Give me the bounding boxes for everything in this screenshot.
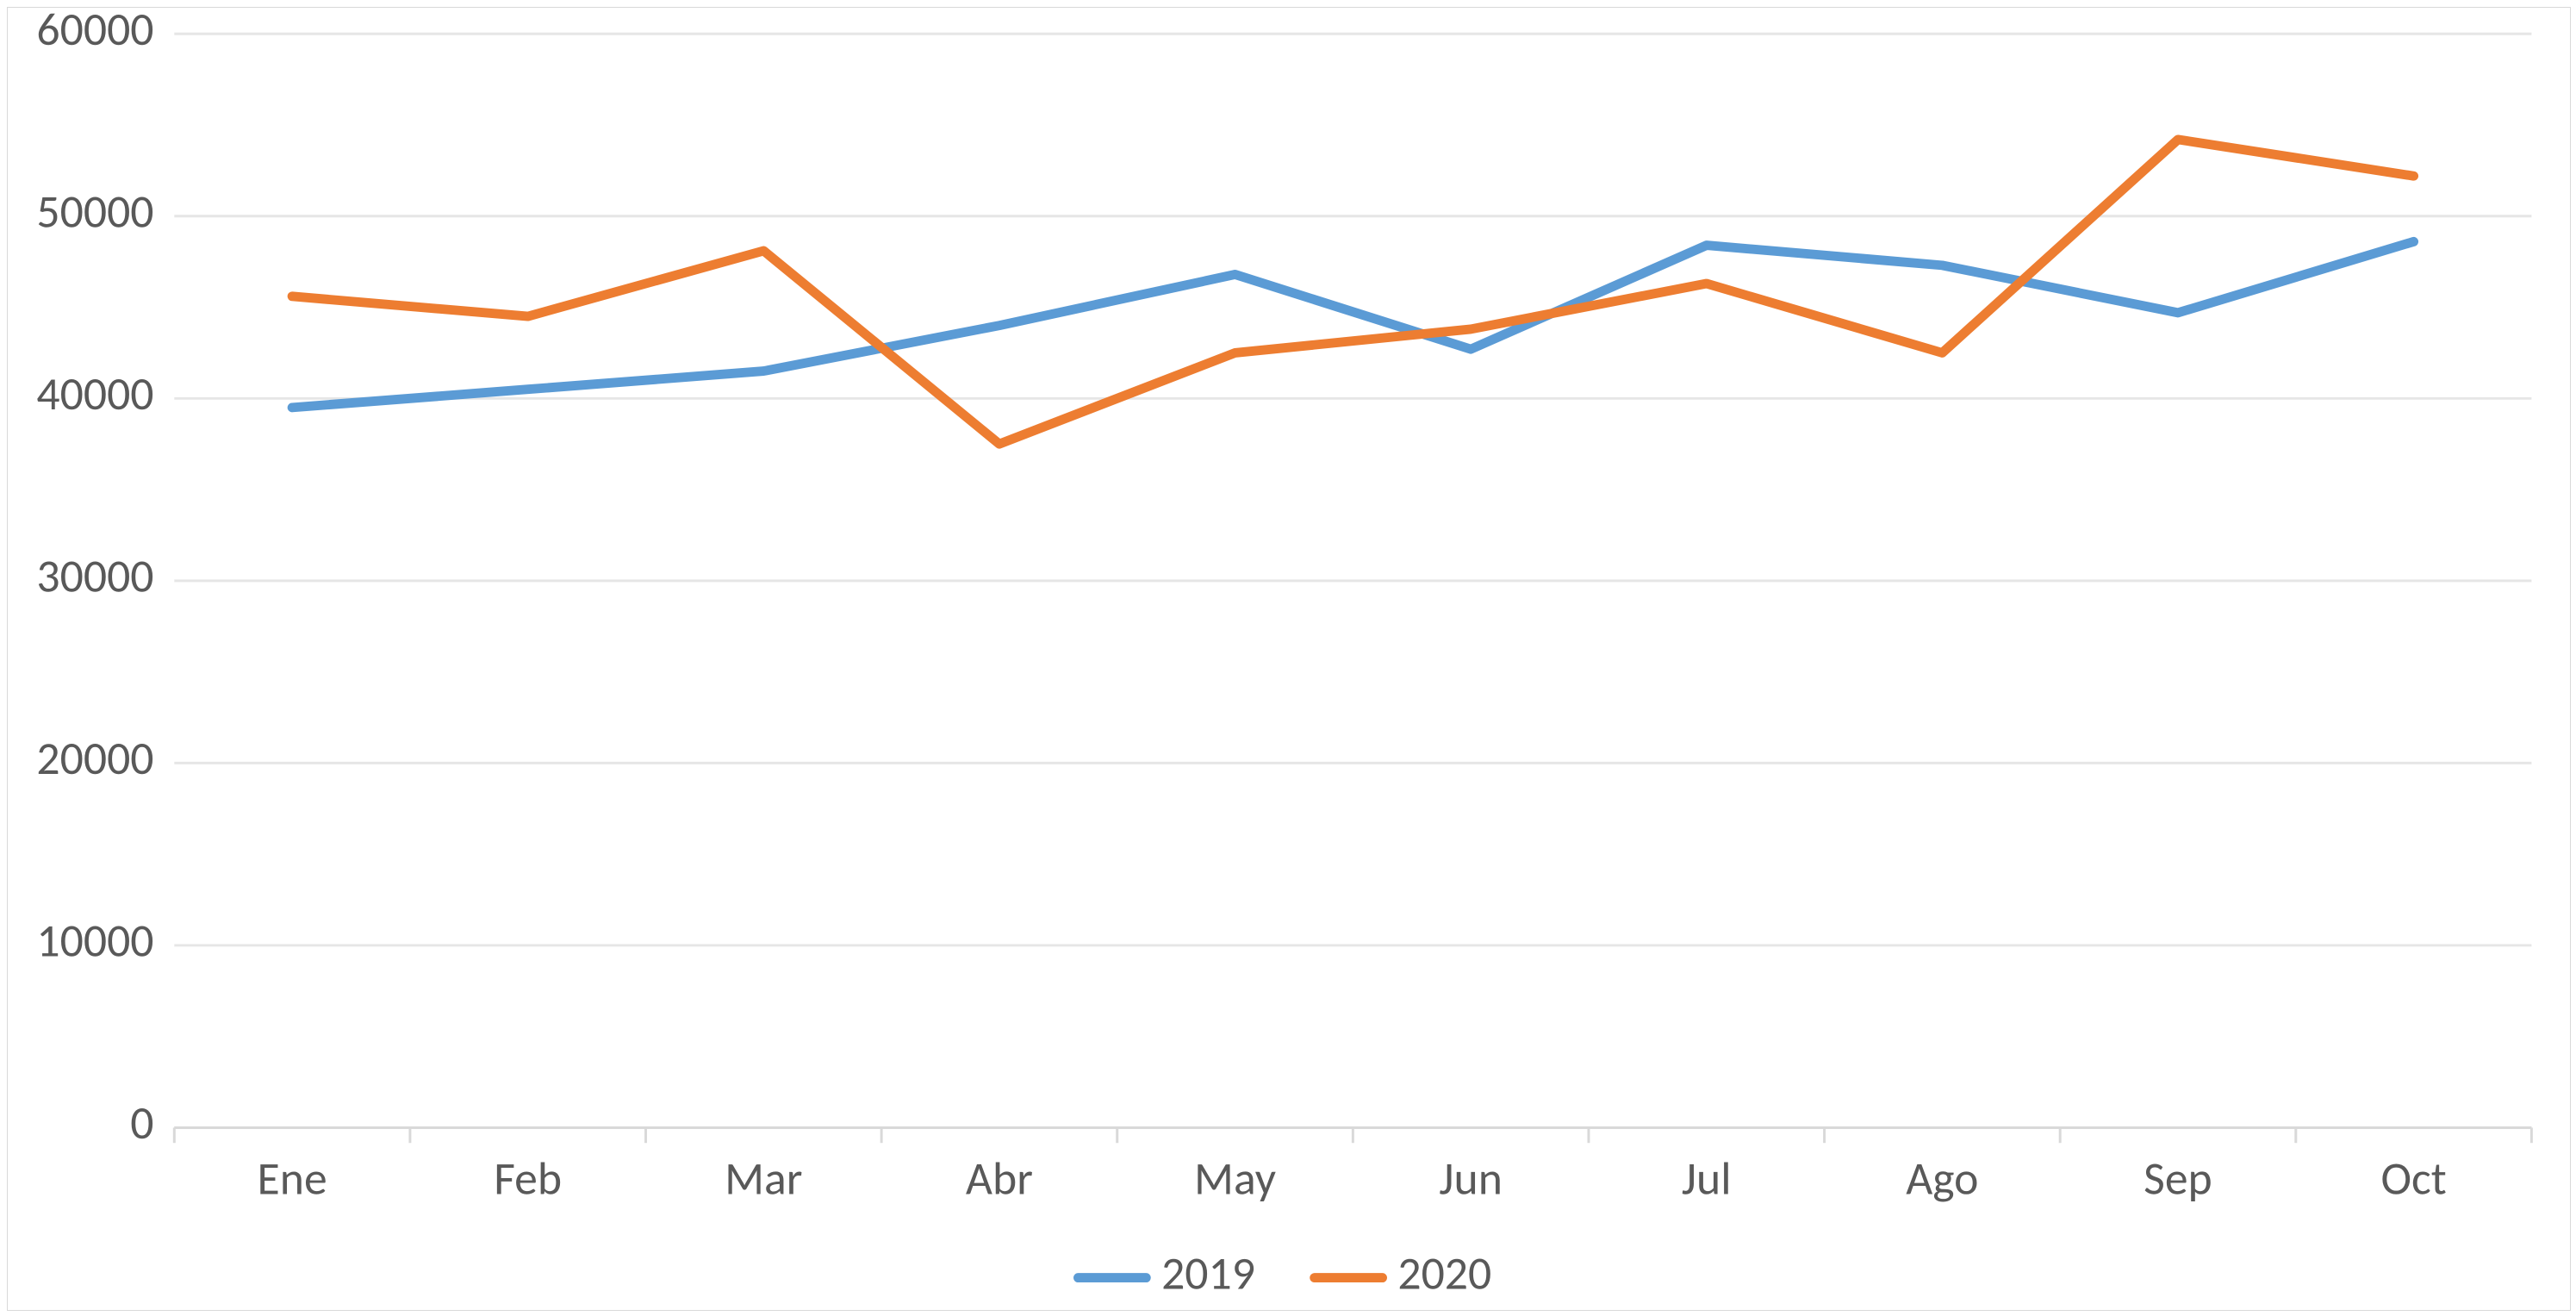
- chart-container: 0 10000 20000 30000 40000 50000 60000 Ene Feb Mar…: [0, 0, 2576, 1316]
- x-axis-label: Mar: [725, 1151, 802, 1207]
- legend-label-2019: 2019: [1161, 1245, 1255, 1301]
- y-axis-label: 30000: [36, 549, 153, 605]
- y-axis-label: 20000: [36, 731, 153, 787]
- y-axis-label: 50000: [36, 184, 153, 240]
- x-axis-label: May: [1194, 1151, 1276, 1207]
- x-axis-label: Ago: [1906, 1151, 1978, 1207]
- legend-label-2020: 2020: [1397, 1245, 1491, 1301]
- y-axis-label: 0: [130, 1095, 153, 1151]
- chart-frame: 0 10000 20000 30000 40000 50000 60000 Ene Feb Mar…: [7, 7, 2571, 1311]
- x-axis-label: Feb: [494, 1151, 562, 1207]
- x-axis-label: Abr: [966, 1151, 1033, 1207]
- y-axis-label: 10000: [36, 914, 153, 970]
- line-chart: 0 10000 20000 30000 40000 50000 60000 Ene Feb Mar…: [8, 8, 2570, 1310]
- x-axis-label: Jun: [1439, 1151, 1503, 1207]
- x-axis-label: Sep: [2144, 1151, 2212, 1207]
- y-axis-label: 40000: [36, 366, 153, 422]
- y-axis-label: 60000: [36, 8, 153, 58]
- x-axis-label: Oct: [2380, 1151, 2446, 1207]
- series-line-2019: [292, 241, 2413, 408]
- x-axis-label: Ene: [258, 1151, 327, 1207]
- x-axis-label: Jul: [1682, 1151, 1732, 1207]
